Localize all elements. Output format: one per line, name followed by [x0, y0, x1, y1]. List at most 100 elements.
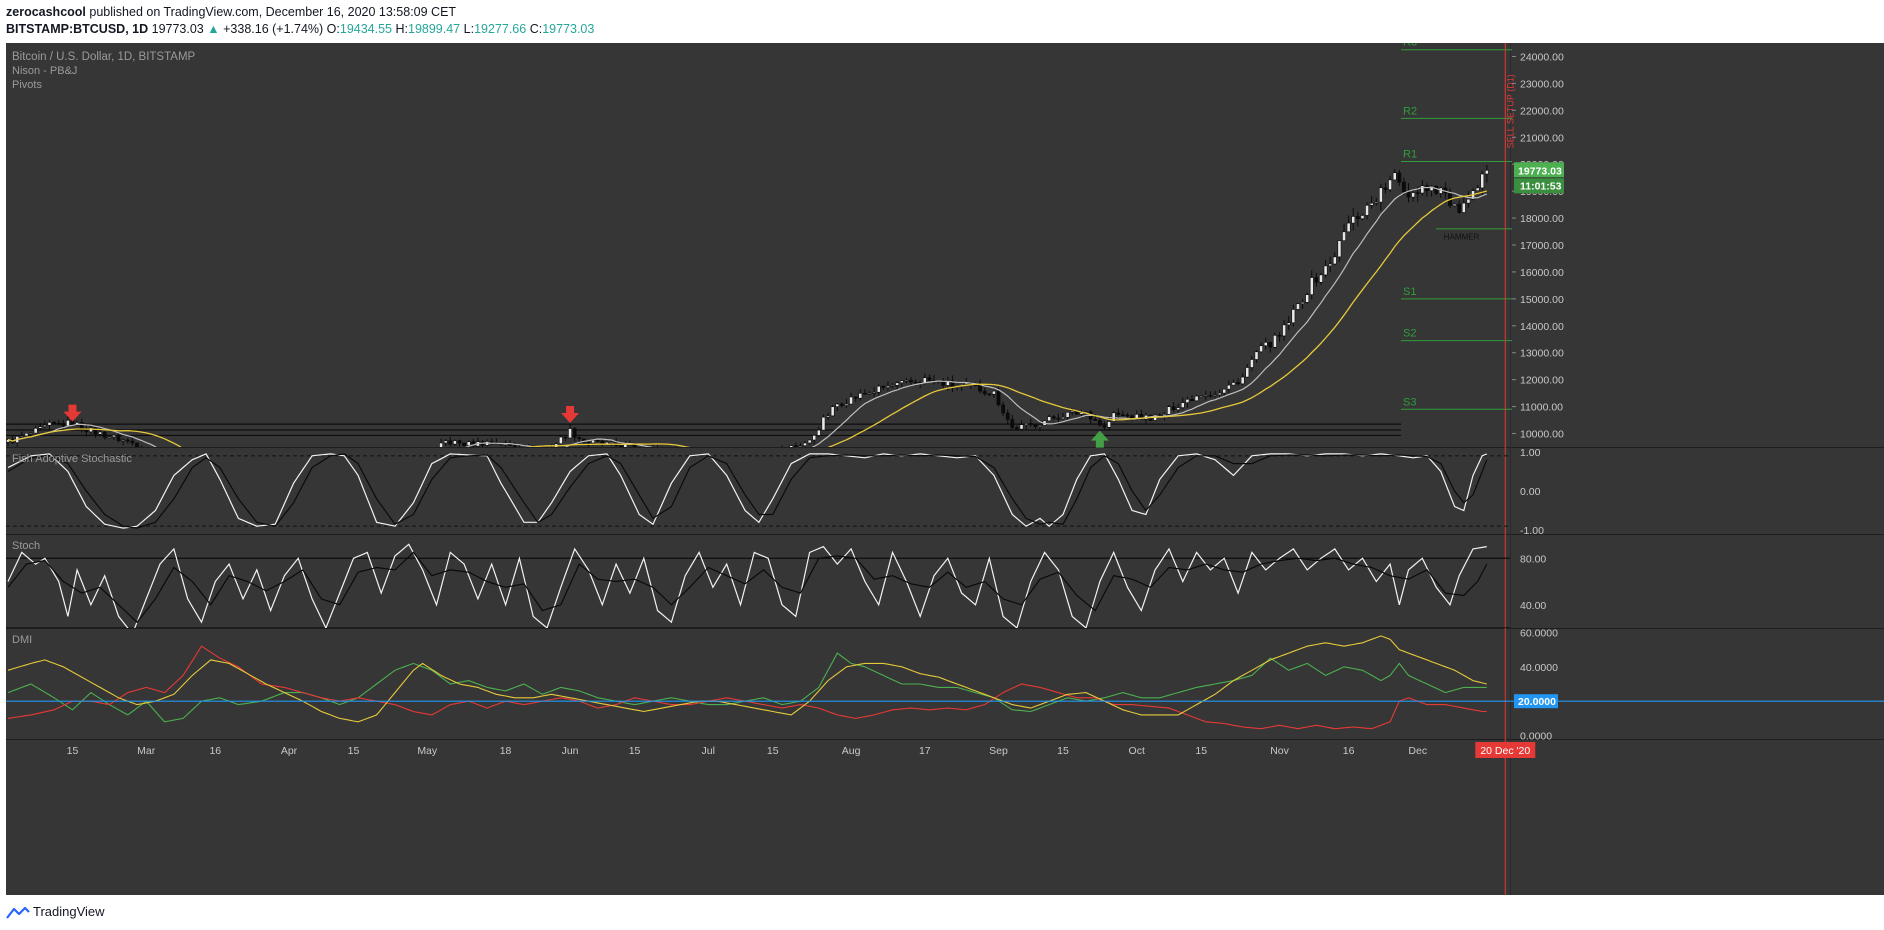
indicator-label: Pivots: [12, 79, 42, 91]
pivot-label-r2: R2: [1403, 105, 1417, 117]
candle-body: [1056, 417, 1061, 420]
candle-body: [1374, 201, 1379, 204]
candle-body: [839, 403, 844, 406]
candle-body: [1203, 395, 1208, 397]
tradingview-brand[interactable]: TradingView: [33, 904, 105, 919]
date-tick-label: 17: [919, 745, 931, 757]
ma-fast-line: [7, 186, 1488, 447]
candle-body: [466, 441, 471, 446]
candle-body: [112, 434, 116, 438]
candle-body: [595, 440, 600, 442]
date-tick-label: Dec: [1408, 745, 1427, 757]
candle-body: [1332, 256, 1337, 265]
candle-body: [964, 382, 969, 385]
candle-body: [853, 396, 858, 399]
candle-body: [558, 436, 563, 445]
candle-body: [1070, 410, 1075, 413]
candle-body: [1309, 277, 1314, 295]
candle-body: [42, 424, 47, 427]
candle-body: [1157, 414, 1162, 417]
stoch-series-line: [7, 543, 1487, 628]
candle-body: [79, 422, 84, 430]
candle-body: [618, 445, 623, 447]
candle-body: [1116, 412, 1121, 416]
candle-body: [1268, 342, 1273, 348]
candle-body: [950, 380, 955, 387]
pivot-label-s2: S2: [1403, 328, 1416, 340]
candle-body: [941, 380, 946, 386]
candle-body: [1001, 404, 1006, 414]
date-tick-label: Oct: [1129, 745, 1145, 757]
candle-body: [1222, 388, 1227, 394]
candle-body: [927, 377, 932, 381]
candle-body: [1291, 309, 1296, 324]
date-tick-label: May: [417, 745, 438, 757]
up-triangle-icon: ▲: [207, 22, 220, 36]
candle-body: [1457, 203, 1462, 213]
price-tick-label: 14000.00: [1520, 321, 1564, 333]
candle-body: [1010, 419, 1015, 428]
hammer-annotation: HAMMER: [1444, 233, 1480, 242]
candle-body: [1305, 294, 1310, 303]
date-tick-label: 15: [767, 745, 779, 757]
ma-slow-line: [7, 190, 1487, 447]
candle-body: [1263, 342, 1268, 347]
current-date-badge: [1475, 742, 1536, 758]
price-tick-label: 18000.00: [1520, 213, 1564, 225]
candle-body: [1378, 187, 1383, 203]
candle-body: [1434, 185, 1439, 194]
candle-body: [591, 440, 595, 444]
candle-body: [1337, 240, 1342, 258]
candle-body: [1323, 265, 1328, 276]
symbol-name: BITSTAMP:BTCUSD, 1D: [6, 22, 149, 36]
date-tick-label: 16: [209, 745, 221, 757]
signal-arrow-up-icon: [1090, 430, 1109, 448]
candle-body: [1402, 181, 1406, 193]
price-tick-label: 15000.00: [1520, 294, 1564, 306]
candle-body: [1051, 416, 1056, 419]
candle-body: [798, 445, 803, 447]
candle-body: [47, 422, 52, 426]
candle-body: [102, 431, 107, 438]
candle-body: [1120, 414, 1125, 417]
price-pane: [6, 164, 1489, 447]
candle-body: [1355, 216, 1360, 220]
date-tick-label: 15: [629, 745, 641, 757]
header: zerocashcool published on TradingView.co…: [0, 0, 1884, 42]
date-tick-label: Jul: [702, 745, 715, 757]
pivot-label-r3: R3: [1403, 43, 1417, 49]
candle-body: [1286, 322, 1291, 326]
stoch-tick-label: 80.00: [1520, 553, 1546, 565]
candle-body: [33, 427, 38, 434]
candle-body: [821, 416, 826, 431]
candle-body: [1180, 402, 1185, 408]
chart-area[interactable]: R3 R2 R1 S1 S2 S3 HAMMER SELL SETUP (D1) Bitcoin…: [6, 43, 1884, 895]
current-date-badge-text: 20 Dec '20: [1480, 745, 1530, 757]
stoch-pane-title: Stoch: [12, 540, 40, 552]
price-tick-label: 16000.00: [1520, 267, 1564, 279]
candle-body: [1388, 179, 1393, 190]
candle-body: [1277, 335, 1282, 337]
candle-body: [1254, 351, 1259, 360]
candle-body: [462, 442, 466, 446]
candle-body: [1028, 423, 1033, 425]
fisher-pane: [6, 453, 1510, 529]
candle-body: [812, 435, 817, 441]
candle-body: [1249, 359, 1254, 368]
indicator-label: Nison - PB&J: [12, 65, 77, 77]
candle-body: [1296, 303, 1300, 310]
stoch-tick-label: 40.00: [1520, 600, 1546, 612]
candle-body: [443, 440, 448, 444]
candle-body: [24, 432, 29, 437]
candle-body: [1208, 395, 1213, 397]
publisher-name[interactable]: zerocashcool: [6, 5, 86, 19]
candle-body: [1282, 324, 1287, 337]
candle-body: [826, 415, 830, 418]
candle-body: [52, 422, 56, 424]
fisher-series-line: [7, 453, 1488, 529]
candle-body: [1429, 185, 1434, 191]
tradingview-logo-icon[interactable]: [6, 906, 30, 920]
candle-body: [1231, 382, 1236, 386]
date-tick-label: Aug: [842, 745, 861, 757]
candle-body: [121, 439, 126, 442]
